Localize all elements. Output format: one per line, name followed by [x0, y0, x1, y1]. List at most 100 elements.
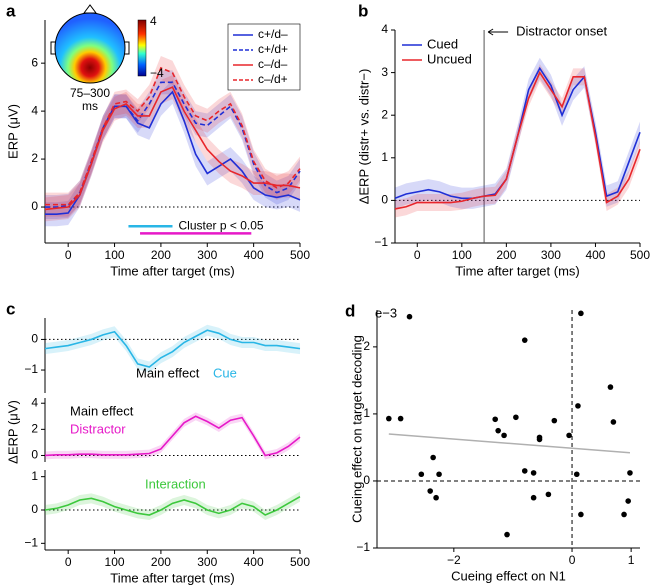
- point: [578, 310, 584, 317]
- x-tick-label: 400: [244, 555, 264, 569]
- y-tick-label: 1: [381, 150, 388, 164]
- annotation: Distractor onset: [516, 23, 607, 38]
- point: [418, 471, 425, 478]
- annotation: Cue: [213, 365, 237, 380]
- point: [397, 415, 404, 422]
- point: [430, 454, 436, 461]
- line: [44, 495, 301, 516]
- point: [492, 416, 499, 423]
- point: [436, 471, 442, 478]
- point: [521, 468, 528, 474]
- x-tick-label: 0: [65, 555, 72, 569]
- x-tick-label: 500: [290, 555, 310, 569]
- point: [551, 417, 558, 424]
- x-tick-label: 200: [151, 555, 171, 569]
- confidence-band: [45, 55, 300, 217]
- legend-label: Cued: [427, 36, 458, 51]
- point: [566, 432, 572, 439]
- point: [575, 403, 581, 409]
- point: [427, 488, 433, 494]
- confidence-band: [45, 70, 300, 220]
- y-tick-label: −1: [356, 540, 370, 554]
- y-tick-label: 4: [31, 103, 38, 117]
- y-tick-label: 0: [31, 502, 38, 516]
- panel-label: b: [358, 1, 368, 20]
- y-axis-label: Cueing effect on target decoding: [349, 335, 364, 523]
- point: [513, 414, 519, 421]
- annotation: Distractor: [70, 421, 126, 436]
- y-tick-label: −1: [24, 536, 38, 550]
- point: [625, 498, 631, 504]
- line: [45, 81, 301, 208]
- line: [44, 415, 301, 457]
- x-axis-label: Cueing effect on N1: [451, 568, 566, 583]
- y-tick-label: 1: [31, 469, 38, 483]
- y-tick-label: 0: [363, 473, 370, 487]
- point: [504, 531, 510, 538]
- y-axis-label: ΔERP (μV): [5, 400, 20, 464]
- x-axis-label: Time after target (ms): [455, 263, 579, 278]
- y-tick-label: 4: [381, 22, 388, 36]
- point: [521, 337, 528, 343]
- x-tick-label: 100: [105, 248, 125, 262]
- confidence-band: [45, 491, 300, 520]
- y-tick-label: 0: [31, 448, 38, 462]
- annotation: Main effect: [70, 403, 134, 418]
- annotation: Cluster p < 0.05: [179, 218, 264, 232]
- point: [433, 494, 439, 501]
- confidence-band: [45, 75, 300, 222]
- y-tick-label: 0: [31, 199, 38, 213]
- x-tick-label: −2: [447, 553, 461, 567]
- x-axis-label: Time after target (ms): [110, 263, 234, 278]
- panel-label: d: [345, 301, 355, 320]
- y-tick-label: 3: [381, 65, 388, 79]
- point: [621, 511, 627, 518]
- y-tick-label: 2: [31, 422, 38, 436]
- y-tick-label: 2: [363, 339, 370, 353]
- line: [394, 70, 641, 210]
- topomap: [50, 4, 147, 84]
- colorbar-label: −4: [150, 66, 164, 80]
- point: [578, 511, 584, 518]
- line: [45, 66, 301, 206]
- inset-label: 75–300: [70, 86, 110, 100]
- y-tick-label: 2: [381, 107, 388, 121]
- y-axis-label: ΔERP (distr+ vs. distr−): [356, 69, 371, 205]
- point: [610, 419, 617, 425]
- panel-label: c: [6, 299, 15, 318]
- panel-label: a: [6, 1, 16, 20]
- point: [386, 415, 392, 422]
- point: [536, 436, 543, 443]
- legend-label: Uncued: [427, 51, 472, 66]
- y-tick-label: 6: [31, 55, 38, 69]
- x-tick-label: 0: [569, 553, 576, 567]
- confidence-band: [45, 324, 300, 373]
- legend-label: c+/d+: [258, 42, 288, 56]
- point: [495, 427, 501, 434]
- x-tick-label: 0: [414, 248, 421, 262]
- inset-label: ms: [82, 99, 98, 113]
- x-tick-label: 0: [65, 248, 72, 262]
- scale-label: e−3: [375, 305, 397, 320]
- x-tick-label: 500: [630, 248, 650, 262]
- annotation: Main effect: [136, 365, 200, 380]
- x-tick-label: 500: [290, 248, 310, 262]
- x-tick-label: 200: [496, 248, 516, 262]
- y-axis-label: ERP (μV): [5, 104, 20, 159]
- point: [545, 491, 552, 498]
- y-tick-label: 1: [363, 406, 370, 420]
- point: [406, 313, 413, 320]
- x-axis-label: Time after target (ms): [110, 570, 234, 585]
- x-tick-label: 300: [197, 555, 217, 569]
- y-tick-label: 2: [31, 151, 38, 165]
- x-tick-label: 400: [585, 248, 605, 262]
- x-tick-label: 200: [151, 248, 171, 262]
- point: [530, 494, 537, 501]
- x-tick-label: 1: [628, 553, 635, 567]
- point: [627, 470, 633, 476]
- point: [530, 470, 537, 476]
- y-tick-label: −1: [24, 362, 38, 376]
- x-tick-label: 300: [541, 248, 561, 262]
